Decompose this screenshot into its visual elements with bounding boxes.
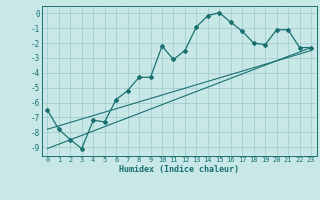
X-axis label: Humidex (Indice chaleur): Humidex (Indice chaleur) — [119, 165, 239, 174]
